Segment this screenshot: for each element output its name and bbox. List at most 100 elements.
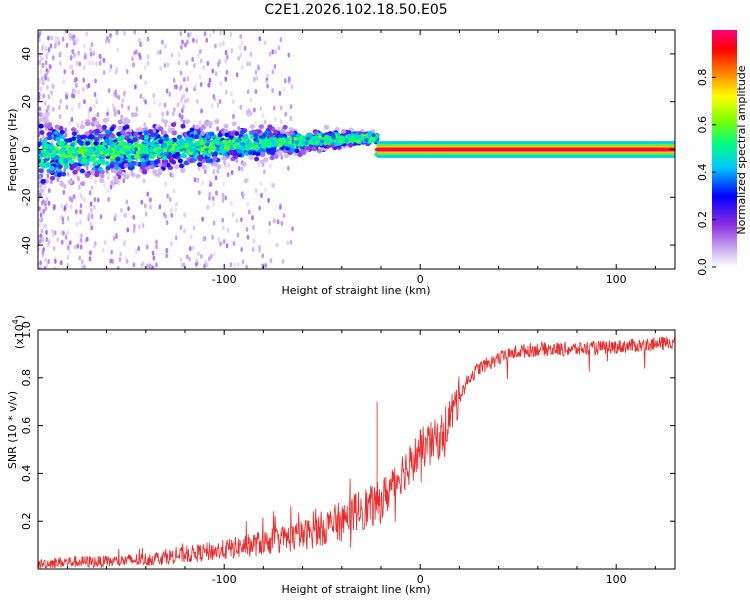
spectrogram-cell	[121, 98, 125, 104]
spectrogram-cell	[184, 98, 187, 104]
spectrogram-cell	[140, 161, 147, 167]
spectrogram-cell	[268, 132, 274, 138]
spectrogram-cell	[59, 98, 62, 104]
spectrogram-cell	[427, 147, 433, 152]
spectrogram-cell	[57, 164, 63, 170]
spectrogram-cell	[94, 96, 98, 102]
spectrogram-cell	[146, 54, 150, 60]
spectrogram-cell	[117, 94, 121, 100]
spectrogram-cell	[159, 65, 162, 71]
spectrogram-cell	[90, 174, 93, 180]
spectrogram-cell	[166, 154, 172, 159]
spectrogram-cell	[305, 145, 311, 151]
spectrogram-cell	[355, 134, 361, 139]
spectrogram-cell	[50, 35, 53, 41]
spectrogram-cell	[179, 257, 183, 263]
spectrogram-cell	[269, 155, 275, 161]
spectrogram-cell	[254, 120, 257, 126]
spectrogram-cell	[229, 131, 235, 136]
spectrogram-cell	[40, 45, 44, 51]
spectrogram-cell	[286, 240, 290, 246]
spectrogram-cell	[56, 237, 59, 243]
spectrogram-cell	[224, 132, 230, 138]
spectrogram-cell	[75, 221, 79, 227]
spectrogram-cell	[193, 63, 196, 69]
spectrogram-cell	[113, 175, 119, 181]
spectrogram-cell	[183, 212, 187, 218]
spectrogram-cell	[206, 152, 212, 158]
spectrogram-cell	[42, 223, 45, 229]
spectrogram-cell	[199, 58, 203, 64]
spectrogram-cell	[224, 58, 228, 64]
spectrogram-cell	[141, 169, 148, 175]
spectrogram-cell	[79, 192, 82, 198]
spectrogram-cell	[146, 191, 149, 197]
spectrogram-cell	[68, 249, 72, 255]
spectrogram-cell	[235, 157, 239, 163]
spectrogram-cell	[76, 37, 79, 43]
spectrogram-cell	[172, 77, 176, 83]
spectrogram-cell	[96, 123, 102, 129]
spectrogram-cell	[177, 141, 183, 146]
spectrogram-cell	[203, 31, 207, 37]
spectrogram-cell	[380, 147, 386, 152]
spectrogram-cell	[144, 153, 150, 159]
spectrogram-cell	[153, 132, 159, 138]
spectrogram-cell	[89, 221, 93, 227]
spectrogram-cell	[176, 134, 183, 140]
spectrogram-cell	[170, 122, 177, 128]
spectrogram-cell	[158, 204, 162, 210]
spectrogram-cell	[97, 145, 103, 150]
spectrogram-cell	[83, 264, 86, 269]
spectrogram-cell	[70, 197, 74, 203]
spectrogram-cell	[83, 43, 86, 49]
spectrogram-cell	[368, 139, 373, 144]
spectrogram-cell	[62, 230, 65, 236]
spectrogram-cell	[237, 56, 240, 62]
x-tick-label: 100	[606, 273, 627, 286]
spectrogram-cell	[80, 181, 86, 187]
spectrogram-cell	[109, 32, 112, 38]
spectrogram-cell	[153, 147, 158, 152]
spectrogram-cell	[187, 32, 190, 38]
spectrogram-cell	[71, 34, 74, 40]
spectrogram-cell	[87, 212, 91, 218]
spectrogram-cell	[88, 60, 92, 66]
spectrogram-cell	[374, 147, 380, 152]
spectrogram-cell	[151, 265, 155, 269]
spectrogram-cell	[85, 236, 89, 242]
spectrogram-cell	[205, 134, 211, 140]
spectrogram-cell	[193, 134, 200, 140]
spectrogram-cell	[83, 54, 87, 60]
spectrogram-cell	[99, 158, 106, 163]
spectrogram-cell	[123, 30, 126, 36]
spectrogram-cell	[170, 207, 173, 213]
spectrogram-cell	[103, 182, 106, 188]
spectrogram-cell	[271, 49, 275, 55]
spectrogram-cell	[271, 139, 276, 144]
spectrogram-cell	[174, 145, 179, 150]
spectrogram-cell	[116, 131, 122, 137]
spectrogram-cell	[143, 64, 147, 70]
spectrogram-cell	[88, 190, 92, 196]
spectrogram-cell	[271, 69, 275, 75]
spectrogram-cell	[69, 64, 72, 70]
spectrogram-cell	[156, 50, 160, 56]
spectrogram-cell	[226, 227, 230, 233]
spectrogram-cell	[282, 212, 286, 218]
spectrogram-cell	[85, 165, 89, 171]
spectrogram-cell	[254, 89, 258, 95]
spectrogram-cell	[117, 119, 123, 125]
spectrogram-cell	[248, 61, 252, 67]
snr-y-multiplier: (x104)	[11, 315, 26, 349]
spectrogram-cell	[221, 217, 225, 223]
spectrogram-cell	[124, 212, 127, 218]
spectrogram-cell	[216, 102, 220, 108]
spectrogram-cell	[144, 211, 148, 217]
spectrogram-cell	[135, 106, 139, 112]
spectrogram-cell	[173, 84, 177, 90]
spectrogram-cell	[174, 164, 180, 170]
spectrogram-cell	[41, 133, 45, 139]
spectrogram-cell	[142, 146, 148, 151]
spectrogram-cell	[40, 178, 46, 184]
